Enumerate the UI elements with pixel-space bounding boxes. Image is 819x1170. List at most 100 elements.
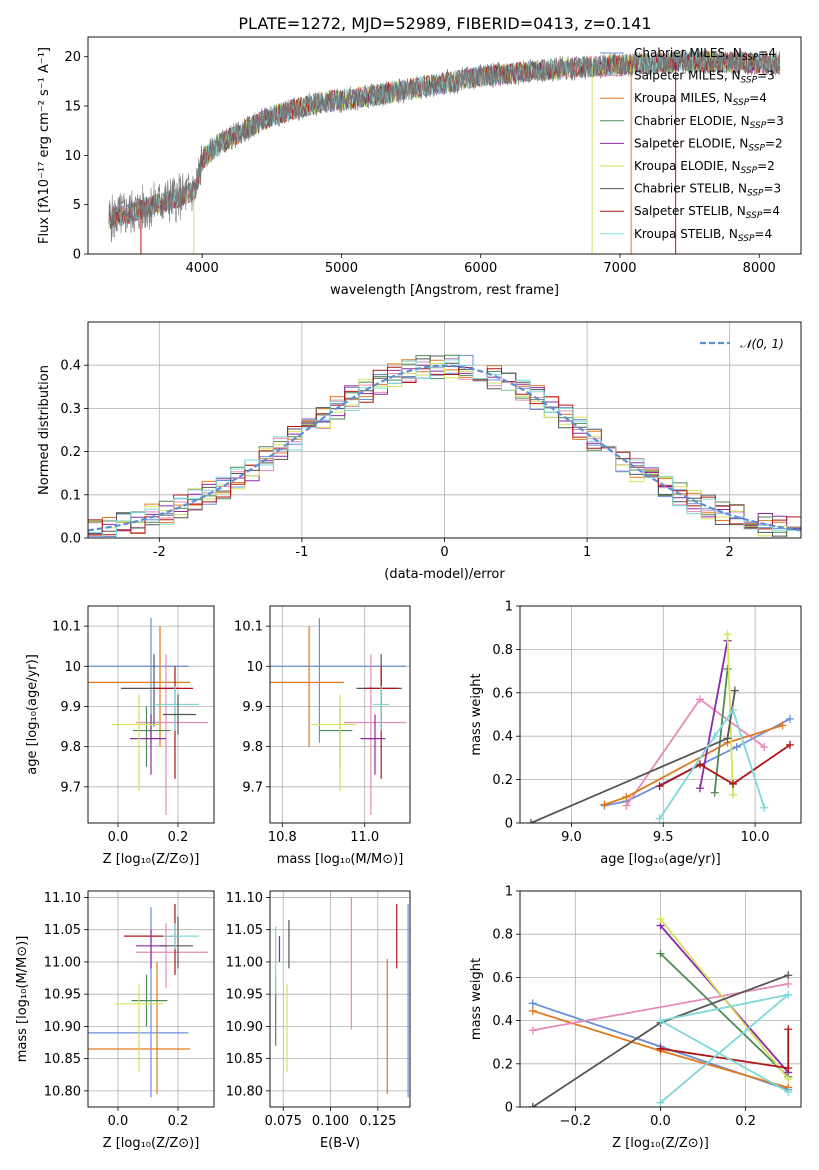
errorbar-point [136, 654, 208, 815]
weight-point-marker [528, 999, 537, 1008]
x-tick-label: 6000 [464, 261, 497, 276]
x-tick-label: 10.8 [268, 830, 297, 845]
y-tick-label: 9.7 [242, 780, 263, 795]
x-axis-label: E(B-V) [320, 1136, 360, 1151]
errorbar-point [154, 686, 199, 731]
weight-vs-metallicity-panel: −0.2 0.0 0.2 0 0.2 0.4 0.6 0.8 1 Z [log₁₀(Z/Z⊙)] m… [469, 885, 802, 1151]
weight-point-marker [656, 1016, 665, 1025]
age-vs-mass-panel: 10.8 11.0 9.7 9.8 9.9 10 10.1 mass [log₁₀(M/M⊙)… [234, 605, 411, 867]
x-tick-label: −0.2 [560, 1114, 592, 1129]
plot-frame [87, 890, 215, 1108]
y-tick-label: 10 [64, 149, 81, 164]
y-tick-label: 0 [505, 817, 513, 832]
weight-point-marker [784, 1064, 793, 1073]
y-tick-label: 0.4 [60, 359, 81, 374]
weight-point-marker [723, 734, 732, 743]
weight-point-marker [656, 1044, 665, 1053]
x-tick-label: 0.2 [168, 1114, 189, 1129]
errorbar-point [112, 694, 160, 791]
weight-point-marker [528, 1103, 537, 1107]
x-tick-label: 0.075 [265, 1114, 302, 1129]
normal-curve [88, 364, 801, 532]
weight-point-marker [760, 803, 769, 812]
weight-point-marker [784, 990, 793, 999]
y-tick-label: 0.3 [60, 402, 81, 417]
weight-point-marker [656, 1098, 665, 1107]
weight-series-line [713, 668, 729, 793]
weight-series-line [659, 744, 791, 787]
y-tick-label: 0 [505, 1101, 513, 1116]
errorbar-point [160, 916, 193, 969]
y-tick-label: 0.2 [60, 445, 81, 460]
y-tick-label: 10.85 [226, 1052, 263, 1067]
errorbar-point [360, 714, 386, 775]
y-axis-label: mass weight [469, 673, 484, 755]
y-tick-label: 11.00 [226, 955, 263, 970]
errorbar-point [131, 974, 168, 1027]
errorbar-point [311, 694, 357, 791]
errorbar-point [115, 984, 163, 1072]
x-tick-label: 0 [440, 545, 448, 560]
x-axis-label: mass [log₁₀(M/M⊙)] [277, 852, 404, 867]
y-tick-label: 9.7 [60, 780, 81, 795]
errorbar-point [88, 626, 190, 747]
y-tick-label: 9.8 [60, 740, 81, 755]
weight-point-marker [760, 743, 769, 752]
weight-point-marker [729, 790, 738, 799]
y-tick-label: 10.95 [44, 988, 81, 1003]
weight-series-line [530, 690, 736, 823]
weight-series-line [699, 640, 729, 789]
y-axis-label: Flux [fλ10⁻¹⁷ erg cm⁻² s⁻¹ A⁻¹] [37, 47, 52, 244]
y-tick-label: 11.10 [44, 891, 81, 906]
weight-point-marker [729, 706, 738, 715]
errorbar-point [270, 618, 406, 743]
y-tick-label: 5 [73, 198, 81, 213]
x-tick-label: 11.0 [350, 830, 379, 845]
weight-point-marker [695, 760, 704, 769]
x-tick-label: 0.2 [735, 1114, 756, 1129]
weight-point-marker [723, 664, 732, 673]
legend-entry: Salpeter ELODIE, NSSP=2 [634, 136, 783, 153]
x-tick-label: 10.0 [741, 830, 770, 845]
errorbar-point [136, 929, 166, 969]
y-tick-label: 10.80 [44, 1084, 81, 1099]
weight-vs-age-panel: 9.0 9.5 10.0 0 0.2 0.4 0.6 0.8 1 age [log₁₀(age/y… [469, 600, 802, 867]
y-tick-label: 0.1 [60, 488, 81, 503]
weight-point-marker [784, 1074, 793, 1083]
residual-histogram [88, 366, 801, 536]
errorbar-point [136, 923, 208, 988]
weight-point-marker [784, 1087, 793, 1096]
x-axis-label: wavelength [Angstrom, rest frame] [330, 283, 559, 298]
x-axis-label: (data-model)/error [384, 567, 505, 582]
x-tick-label: 4000 [186, 261, 219, 276]
y-tick-label: 1 [505, 885, 513, 900]
x-tick-label: 9.0 [561, 830, 582, 845]
y-tick-label: 10.90 [226, 1020, 263, 1035]
errorbar-point [121, 654, 178, 727]
y-tick-label: 0.6 [492, 686, 513, 701]
plot-frame [87, 605, 215, 824]
plot-frame [269, 890, 411, 1108]
x-axis-label: age [log₁₀(age/yr)] [600, 852, 721, 867]
y-tick-label: 10 [64, 660, 81, 675]
weight-point-marker [729, 779, 738, 788]
weight-point-marker [600, 800, 609, 809]
weight-point-marker [655, 814, 664, 823]
weight-series-line [659, 952, 789, 1078]
x-tick-label: 0.2 [168, 830, 189, 845]
weight-series-line [604, 724, 783, 806]
x-tick-label: 9.5 [653, 830, 674, 845]
legend-entry: Chabrier STELIB, NSSP=3 [634, 182, 781, 199]
y-tick-label: 0.8 [492, 643, 513, 658]
weight-point-marker [695, 695, 704, 704]
spectrum-legend: Chabrier MILES, NSSP=4 Salpeter MILES, NS… [600, 46, 784, 244]
weight-point-marker [730, 686, 739, 695]
y-tick-label: 10.1 [234, 620, 263, 635]
residual-histogram [88, 363, 801, 538]
y-axis-label: mass weight [469, 958, 484, 1040]
x-tick-label: 0.100 [312, 1114, 349, 1129]
weight-point-marker [732, 743, 741, 752]
y-tick-label: 0.0 [60, 532, 81, 547]
weight-point-marker [784, 1025, 793, 1034]
legend-entry: Chabrier ELODIE, NSSP=3 [634, 114, 784, 131]
